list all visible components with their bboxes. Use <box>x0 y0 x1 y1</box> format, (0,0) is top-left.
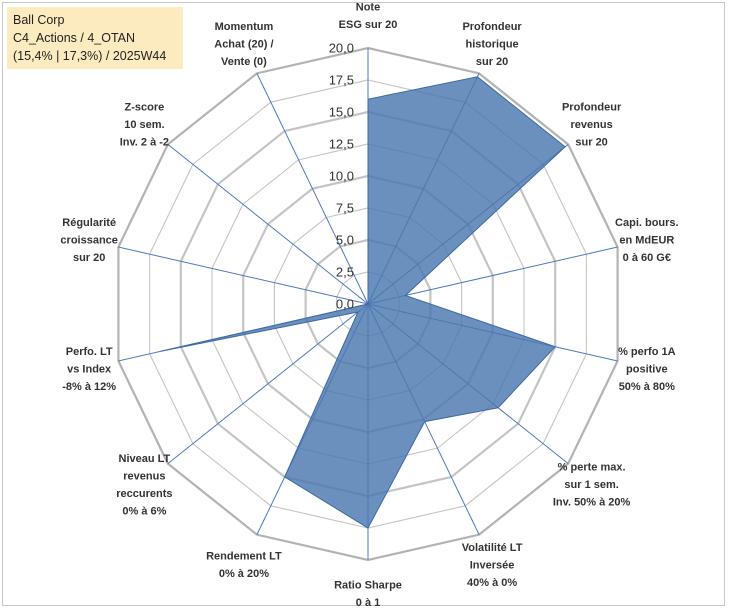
axis-labels: Note ESG sur 20 Profondeur historique sur 20… <box>60 1 678 609</box>
axis-label-line: Note <box>356 1 380 13</box>
axis-label-line: sur 20 <box>575 136 607 148</box>
axis-label-12: Z-score 10 sem. Inv. 2 à -2 <box>120 101 169 148</box>
axis-label-line: Inversée <box>470 559 515 571</box>
spoke-13 <box>256 73 369 305</box>
performance-week: (15,4% | 17,3%) / 2025W44 <box>13 49 167 63</box>
axis-label-line: croissance <box>60 235 117 247</box>
axis-label-line: sur 20 <box>476 56 508 68</box>
radar-series <box>160 76 566 529</box>
axis-label-line: en MdEUR <box>619 235 674 247</box>
tick-label: 5,0 <box>336 233 354 248</box>
tick-label: 2,5 <box>336 265 354 280</box>
axis-label-line: 0% à 20% <box>219 568 269 580</box>
tick-label: 17,5 <box>329 73 354 88</box>
portfolio-category: C4_Actions / 4_OTAN <box>13 31 136 45</box>
axis-label-0: Note ESG sur 20 <box>339 1 398 31</box>
axis-label-line: Ratio Sharpe <box>334 579 402 591</box>
axis-label-line: reccurents <box>116 488 172 500</box>
company-name: Ball Corp <box>13 13 65 27</box>
tick-label: 20,0 <box>329 41 354 56</box>
axis-label-line: sur 1 sem. <box>564 479 618 491</box>
spoke-9 <box>167 303 369 465</box>
axis-label-line: 40% à 0% <box>467 577 517 589</box>
axis-label-line: Régularité <box>62 217 116 229</box>
axis-label-line: 50% à 80% <box>619 381 675 393</box>
axis-label-line: % perte max. <box>558 462 626 474</box>
series-area-0 <box>160 76 566 529</box>
axis-label-line: Vente (0) <box>221 56 267 68</box>
axis-label-10: Perfo. LT vs Index -8% à 12% <box>62 346 116 393</box>
axis-label-line: Inv. 2 à -2 <box>120 136 169 148</box>
axis-label-line: 0% à 6% <box>122 505 166 517</box>
axis-label-line: Volatilité LT <box>462 542 523 554</box>
axis-label-line: sur 20 <box>73 252 105 264</box>
tick-label: 12,5 <box>329 137 354 152</box>
axis-label-line: 0 à 1 <box>356 597 380 609</box>
tick-label: 10,0 <box>329 169 354 184</box>
axis-label-8: Rendement LT 0% à 20% <box>206 551 282 581</box>
axis-label-line: Profondeur <box>462 21 522 33</box>
axis-label-line: Perfo. LT <box>66 346 113 358</box>
axis-label-11: Régularité croissance sur 20 <box>60 217 117 264</box>
tick-label: 0,0 <box>336 297 354 312</box>
radial-tick-labels: 0,0 2,5 5,0 7,5 10,0 12,5 15,0 17,5 20,0 <box>329 41 354 312</box>
axis-label-line: revenus <box>571 119 613 131</box>
axis-label-9: Niveau LT revenus reccurents 0% à 6% <box>116 453 172 518</box>
axis-label-line: 0 à 60 G€ <box>623 252 671 264</box>
axis-label-line: Achat (20) / <box>214 39 273 51</box>
axis-label-5: % perte max. sur 1 sem. Inv. 50% à 20% <box>553 462 631 509</box>
axis-label-line: 10 sem. <box>124 119 164 131</box>
axis-label-line: Momentum <box>215 21 274 33</box>
axis-label-1: Profondeur historique sur 20 <box>462 21 522 68</box>
spoke-11 <box>118 246 369 305</box>
axis-label-line: historique <box>466 39 519 51</box>
axis-label-line: Profondeur <box>562 101 622 113</box>
axis-label-line: Inv. 50% à 20% <box>553 497 631 509</box>
axis-label-line: Rendement LT <box>206 551 282 563</box>
axis-label-line: Z-score <box>125 101 165 113</box>
axis-label-line: revenus <box>123 470 165 482</box>
spoke-12 <box>167 143 369 305</box>
axis-label-line: ESG sur 20 <box>339 19 398 31</box>
axis-label-line: vs Index <box>67 363 112 375</box>
axis-label-3: Capi. bours. en MdEUR 0 à 60 G€ <box>615 217 679 264</box>
axis-label-line: % perfo 1A <box>618 346 676 358</box>
axis-label-6: Volatilité LT Inversée 40% à 0% <box>462 542 523 589</box>
axis-label-4: % perfo 1A positive 50% à 80% <box>618 346 676 393</box>
axis-label-13: Momentum Achat (20) / Vente (0) <box>214 21 273 68</box>
tick-label: 7,5 <box>336 201 354 216</box>
axis-label-2: Profondeur revenus sur 20 <box>562 101 622 148</box>
axis-label-line: Niveau LT <box>119 453 171 465</box>
tick-label: 15,0 <box>329 105 354 120</box>
axis-label-7: Ratio Sharpe 0 à 1 <box>334 579 402 609</box>
axis-label-line: positive <box>626 363 668 375</box>
axis-label-line: -8% à 12% <box>62 381 116 393</box>
spoke-3 <box>367 246 618 305</box>
axis-label-line: Capi. bours. <box>615 217 679 229</box>
info-box: Ball Corp C4_Actions / 4_OTAN (15,4% | 1… <box>7 7 183 69</box>
